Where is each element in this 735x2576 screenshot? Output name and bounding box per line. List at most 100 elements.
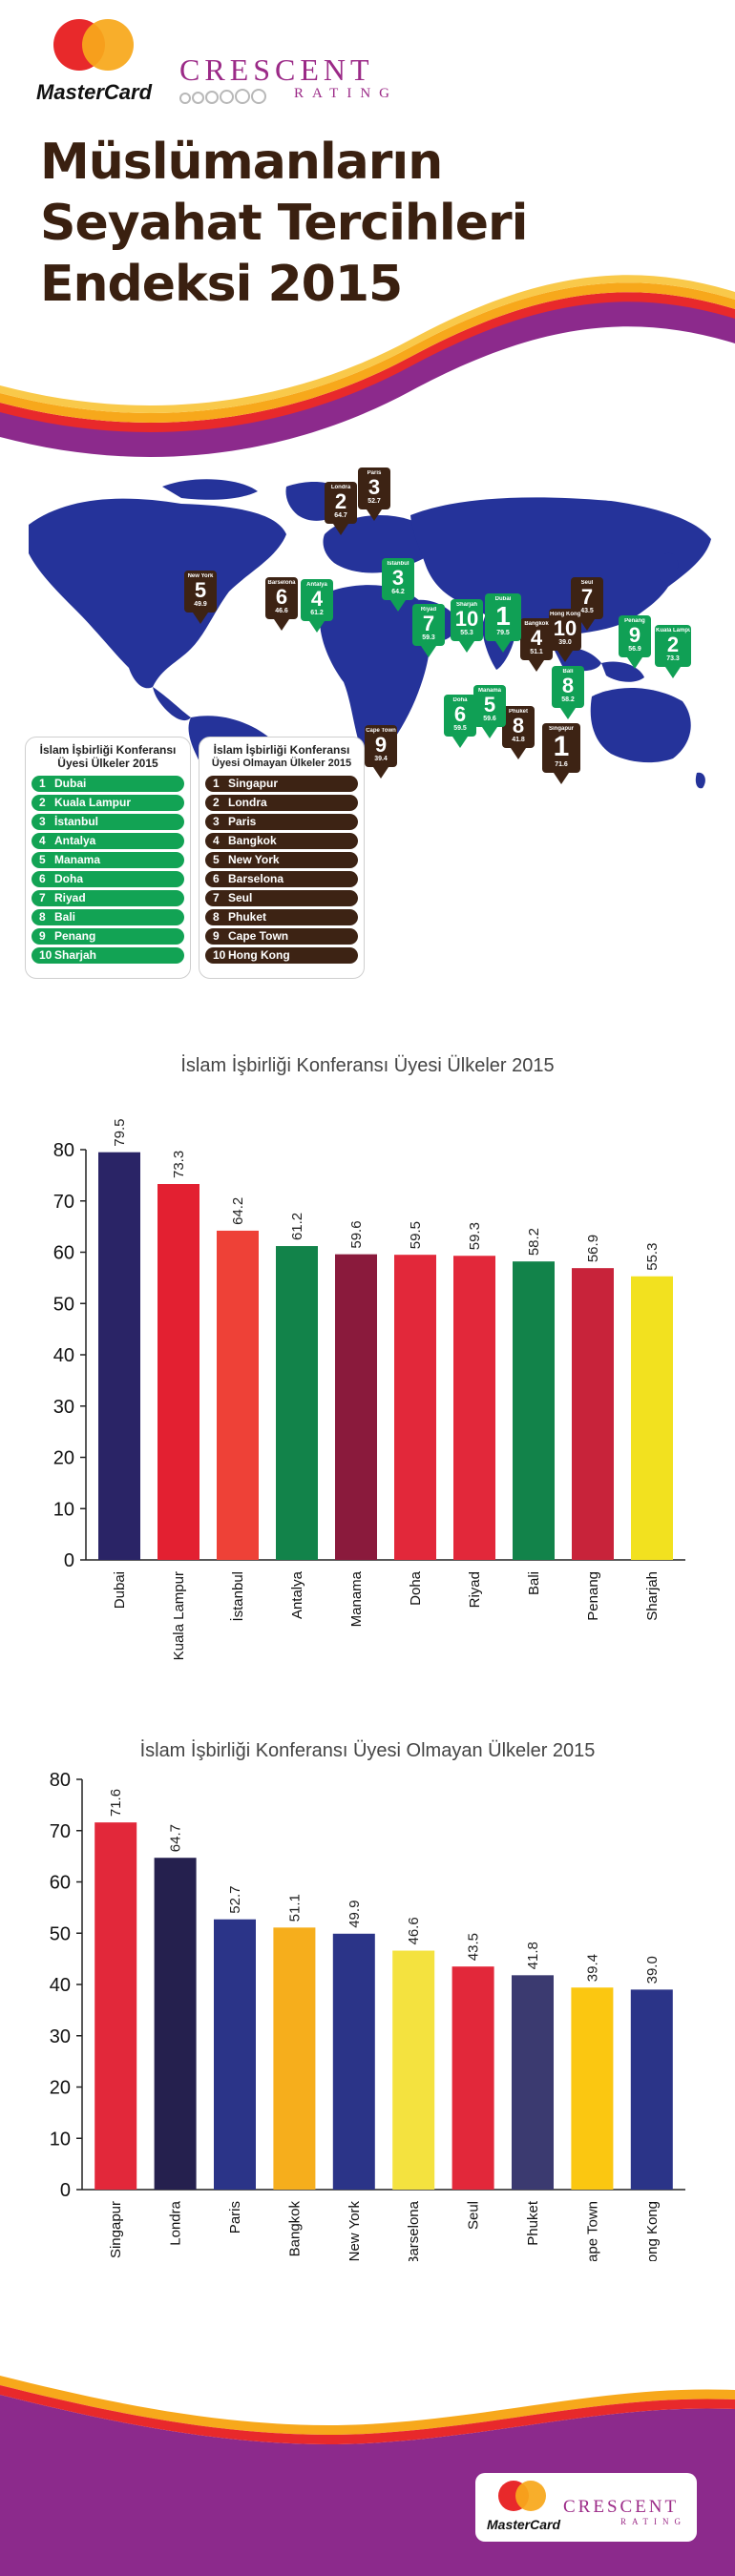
- pin-name: İstanbul: [387, 561, 410, 567]
- pin-score: 59.6: [483, 716, 496, 722]
- bar: [214, 1919, 256, 2190]
- pin-name: Cape Town: [366, 728, 396, 734]
- pin-name: New York: [187, 573, 214, 579]
- pin-score: 39.4: [374, 756, 388, 762]
- pin-name: Londra: [330, 485, 351, 490]
- y-tick-label: 60: [50, 1873, 71, 1894]
- header-wave-decoration: [0, 275, 735, 457]
- list-item: 3 Paris: [205, 814, 358, 830]
- pin-rank: 2: [666, 633, 680, 656]
- list-item: 8 Bali: [32, 909, 184, 925]
- y-tick-label: 30: [50, 2026, 71, 2047]
- bar: [571, 1987, 614, 2190]
- pin-rank: 3: [368, 475, 381, 499]
- mastercard-logo-text: MasterCard: [36, 80, 153, 104]
- non-oic-legend: İslam İşbirliği Konferansı Üyesi Olmayan…: [199, 737, 365, 979]
- bar: [392, 1950, 435, 2190]
- pin-score: 41.8: [512, 737, 525, 743]
- y-tick-label: 10: [50, 2129, 71, 2150]
- bar: [513, 1261, 555, 1560]
- bar: [394, 1255, 436, 1560]
- pin-score: 61.2: [310, 610, 324, 616]
- y-tick-label: 10: [53, 1499, 74, 1520]
- category-label: Singapur: [108, 2201, 124, 2258]
- category-label: Kuala Lampur: [171, 1571, 187, 1660]
- list-item: 8 Phuket: [205, 909, 358, 925]
- footer-crescent-logo-main: CRESCENT: [563, 2497, 680, 2517]
- map-pin-paris: Paris 3 52.7: [358, 467, 390, 521]
- data-label: 59.3: [467, 1222, 483, 1250]
- oic-legend-title-line-2: Üyesi Ülkeler 2015: [57, 757, 158, 770]
- pin-name: Sharjah: [455, 602, 477, 608]
- bar: [158, 1184, 200, 1560]
- list-item: 1 Dubai: [32, 776, 184, 792]
- data-label: 43.5: [466, 1933, 482, 1961]
- bar: [335, 1254, 377, 1560]
- data-label: 61.2: [289, 1213, 305, 1240]
- crescent-logo-main: CRESCENT: [179, 52, 374, 87]
- list-item: 2 Kuala Lampur: [32, 795, 184, 811]
- pin-name: Bangkok: [524, 621, 549, 627]
- list-item: 5 Manama: [32, 852, 184, 868]
- map-pin-antalya: Antalya 4 61.2: [301, 579, 333, 633]
- map-pin-bali: Bali 8 58.2: [552, 666, 584, 719]
- bar: [332, 1933, 375, 2190]
- oic-legend-title: İslam İşbirliği Konferansı Üyesi Ülkeler…: [30, 743, 186, 770]
- bar: [154, 1858, 197, 2190]
- category-label: Bali: [526, 1571, 542, 1595]
- pin-rank: 2: [334, 489, 347, 513]
- data-label: 59.6: [348, 1220, 365, 1248]
- map-pin-singapur: Singapur 1 71.6: [542, 723, 580, 784]
- list-item: 2 Londra: [205, 795, 358, 811]
- list-item: 6 Doha: [32, 871, 184, 887]
- bar: [452, 1966, 494, 2190]
- footer-crescent-logo-sub: RATING: [620, 2517, 686, 2526]
- pin-rank: 10: [454, 607, 479, 631]
- data-label: 41.8: [525, 1942, 541, 1969]
- y-tick-label: 30: [53, 1397, 74, 1418]
- data-label: 49.9: [346, 1901, 363, 1928]
- pin-rank: 8: [512, 714, 525, 737]
- chart-2-title: İslam İşbirliği Konferansı Üyesi Olmayan…: [139, 1740, 596, 1761]
- pin-name: Barselona: [267, 580, 296, 586]
- pin-score: 58.2: [561, 696, 575, 703]
- map-north-america: [29, 498, 286, 689]
- bar: [273, 1927, 316, 2190]
- bar: [94, 1822, 137, 2190]
- pin-score: 55.3: [460, 630, 473, 636]
- category-label: Seul: [466, 2201, 482, 2230]
- y-tick-label: 0: [64, 1550, 74, 1571]
- y-tick-label: 80: [53, 1140, 74, 1161]
- data-label: 79.5: [112, 1118, 128, 1146]
- pin-name: Bali: [562, 669, 574, 675]
- list-item: 1 Singapur: [205, 776, 358, 792]
- pin-score: 59.3: [422, 634, 435, 641]
- bar: [453, 1256, 495, 1560]
- y-tick-label: 20: [53, 1448, 74, 1469]
- list-item: 4 Bangkok: [205, 833, 358, 849]
- map-pin-sharjah: Sharjah 10 55.3: [451, 599, 483, 653]
- list-item: 6 Barselona: [205, 871, 358, 887]
- pin-score: 71.6: [555, 761, 568, 768]
- pin-score: 46.6: [275, 608, 288, 614]
- data-label: 64.7: [168, 1824, 184, 1852]
- map-pin-barselona: Barselona 6 46.6: [265, 577, 298, 631]
- pin-rank: 5: [483, 693, 496, 717]
- data-label: 51.1: [286, 1894, 303, 1922]
- pin-rank: 1: [495, 601, 511, 631]
- title-line-3: Endeksi 2015: [40, 256, 403, 313]
- pin-rank: 5: [194, 578, 207, 602]
- map-pin-istanbul: İstanbul 3 64.2: [382, 558, 414, 612]
- pin-rank: 4: [530, 626, 543, 650]
- map-pin-bangkok: Bangkok 4 51.1: [520, 618, 553, 672]
- category-label: Penang: [585, 1571, 601, 1621]
- y-tick-label: 70: [53, 1192, 74, 1213]
- pin-rank: 1: [553, 731, 570, 762]
- title-line-2: Seyahat Tercihleri: [40, 195, 528, 252]
- pin-rank: 9: [628, 623, 641, 647]
- y-tick-label: 40: [53, 1345, 74, 1366]
- category-label: Dubai: [112, 1571, 128, 1609]
- category-label: Doha: [408, 1570, 424, 1606]
- bar: [276, 1246, 318, 1560]
- data-label: 55.3: [644, 1243, 661, 1271]
